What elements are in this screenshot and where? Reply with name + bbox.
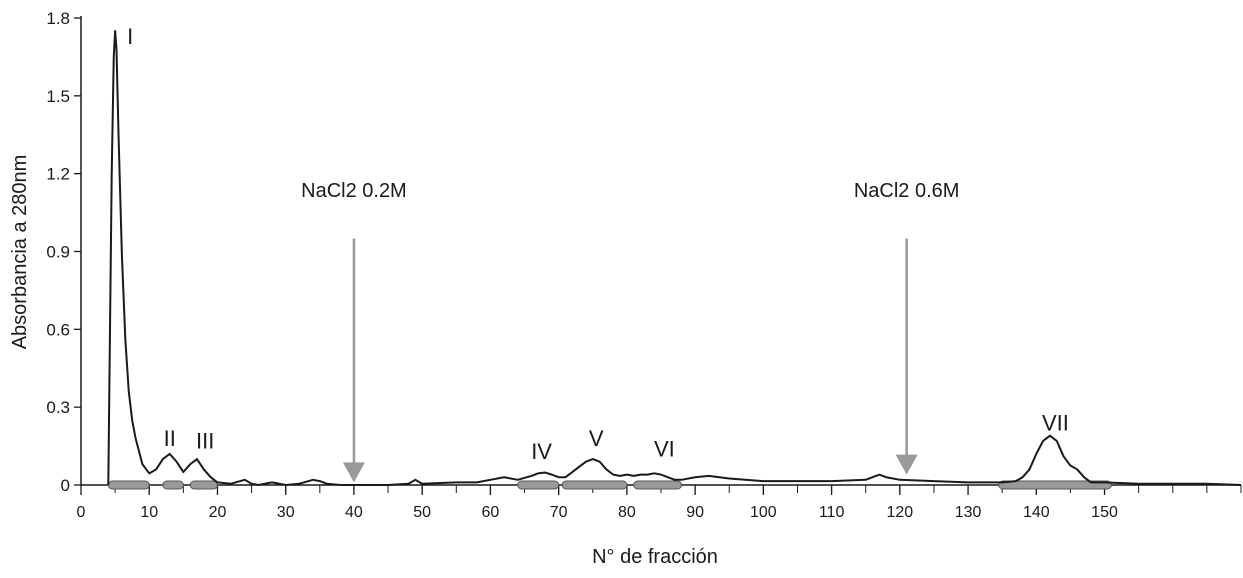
x-tick-label: 30 (277, 504, 295, 521)
y-tick-label: 1.2 (46, 165, 70, 184)
fraction-pools (107, 480, 1112, 490)
x-tick-label: 150 (1091, 504, 1118, 521)
fraction-pool-bar (517, 480, 560, 490)
x-tick-label: 50 (413, 504, 431, 521)
x-tick-label: 60 (482, 504, 500, 521)
peak-label: III (196, 429, 214, 454)
y-tick-label: 0 (61, 476, 70, 495)
y-tick-label: 1.5 (46, 87, 70, 106)
y-tick-label: 0.9 (46, 243, 70, 262)
fraction-pool-bar (633, 480, 682, 490)
fraction-pool-bar (107, 480, 150, 490)
annotations: NaCl2 0.2M NaCl2 0.6M (301, 180, 960, 483)
peak-label: VI (654, 436, 675, 461)
x-tick-label: 40 (345, 504, 363, 521)
x-axis-title: N° de fracción (592, 546, 718, 568)
peak-label: II (164, 426, 176, 451)
salt-step-label: NaCl2 0.2M (301, 180, 407, 202)
x-tick-label: 120 (886, 504, 913, 521)
salt-step-label: NaCl2 0.6M (854, 180, 960, 202)
series (107, 29, 1242, 486)
x-tick-label: 0 (77, 504, 86, 521)
fraction-pool-bar (162, 480, 184, 490)
fraction-pool-bar (998, 480, 1112, 490)
y-tick-label: 0.3 (46, 398, 70, 417)
x-tick-label: 110 (819, 504, 845, 521)
y-axis-title: Absorbancia a 280nm (9, 155, 31, 350)
absorbance-line (107, 29, 1242, 486)
salt-step-arrow-head (342, 462, 365, 483)
x-tick-label: 100 (750, 504, 777, 521)
fraction-pool-bar (189, 480, 218, 490)
peak-label: IV (531, 439, 552, 464)
x-tick-label: 70 (550, 504, 568, 521)
x-tick-label: 90 (686, 504, 704, 521)
y-tick-label: 1.8 (46, 9, 70, 28)
x-tick-label: 80 (618, 504, 636, 521)
ticks: 0 0.3 0.6 0.9 1.2 1.5 1.8 0 10 20 30 40 50 60 70 80 90 10… (46, 9, 1242, 521)
fraction-pool-bar (561, 480, 628, 490)
x-tick-label: 20 (209, 504, 227, 521)
y-tick-label: 0.6 (46, 320, 70, 339)
peak-label: V (589, 426, 604, 451)
peak-label: I (127, 24, 133, 49)
salt-step-arrow-head (895, 454, 918, 475)
x-tick-label: 130 (955, 504, 982, 521)
x-tick-label: 140 (1023, 504, 1050, 521)
peak-label: VII (1042, 411, 1069, 436)
x-tick-label: 10 (140, 504, 158, 521)
